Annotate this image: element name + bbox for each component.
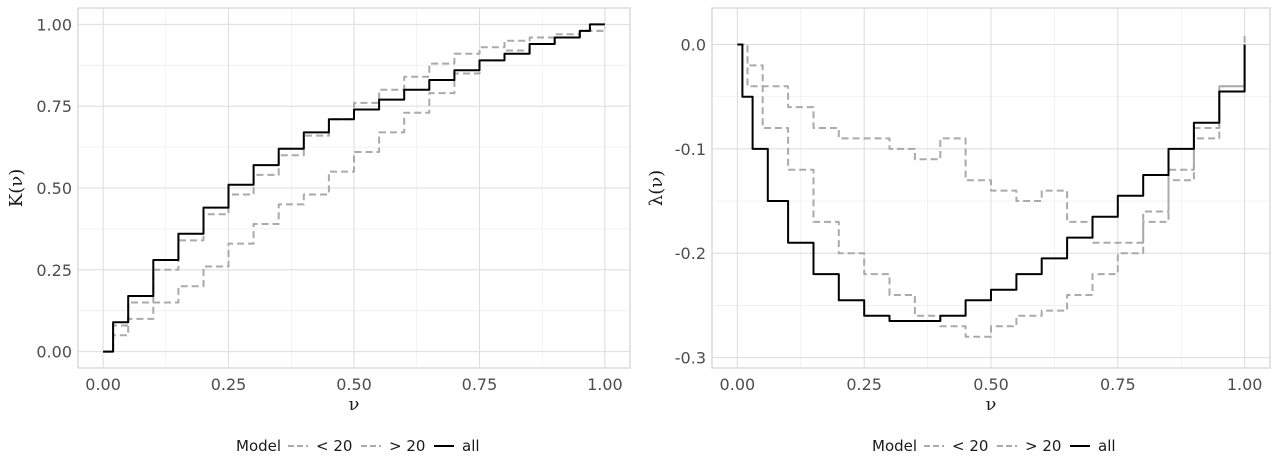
x-tick-label: 0.50 (973, 375, 1009, 394)
series-line-20 (737, 43, 1246, 338)
legend-label: < 20 (316, 437, 352, 455)
legend-label: > 20 (1025, 437, 1061, 455)
legend-label: < 20 (952, 437, 988, 455)
y-tick-label: -0.2 (675, 244, 706, 263)
x-tick-label: 0.25 (846, 375, 882, 394)
x-tick-label: 0.75 (1100, 375, 1136, 394)
x-tick-label: 0.75 (462, 375, 498, 394)
legend-label: all (462, 437, 480, 455)
y-tick-label: 0.0 (681, 36, 706, 55)
x-axis-title: ν (986, 394, 997, 415)
x-tick-label: 0.00 (85, 375, 121, 394)
y-tick-label: 0.75 (36, 97, 72, 116)
legend-label: > 20 (389, 437, 425, 455)
x-tick-label: 0.50 (336, 375, 372, 394)
legend-title: Model (236, 437, 281, 455)
y-axis-title: λ(ν) (646, 170, 667, 206)
y-tick-label: 1.00 (36, 15, 72, 34)
y-tick-label: -0.3 (675, 349, 706, 368)
y-tick-label: -0.1 (675, 140, 706, 159)
x-tick-label: 0.25 (211, 375, 247, 394)
y-tick-label: 0.00 (36, 343, 72, 362)
series-line-all (737, 43, 1246, 322)
x-tick-label: 1.00 (587, 375, 623, 394)
legend-title: Model (872, 437, 917, 455)
x-tick-label: 1.00 (1227, 375, 1263, 394)
series-line-20 (103, 29, 605, 353)
legend-label: all (1098, 437, 1116, 455)
x-axis-title: ν (349, 394, 360, 415)
y-tick-label: 0.25 (36, 261, 72, 280)
y-axis-title: K(ν) (6, 169, 27, 207)
series-line-all (103, 23, 605, 353)
x-tick-label: 0.00 (720, 375, 756, 394)
y-tick-label: 0.50 (36, 179, 72, 198)
